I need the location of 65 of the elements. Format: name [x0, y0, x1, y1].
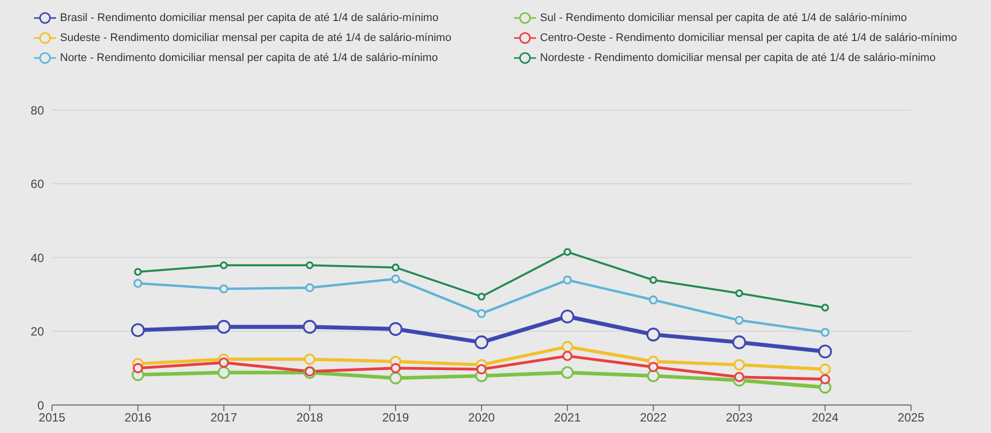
- point: [305, 283, 314, 292]
- x-tick-label: 2019: [382, 410, 410, 425]
- x-tick-label: 2023: [726, 410, 753, 425]
- point: [732, 335, 746, 350]
- point: [561, 366, 574, 379]
- legend-label: Centro-Oeste - Rendimento domiciliar mensal per capita de até 1/4 de salário-mínimo: [540, 32, 957, 44]
- point: [216, 320, 231, 334]
- point: [562, 350, 572, 362]
- point: [818, 344, 832, 358]
- point: [647, 370, 660, 382]
- point: [560, 310, 574, 324]
- point: [134, 268, 142, 276]
- point: [478, 292, 486, 300]
- point: [564, 248, 572, 256]
- point: [218, 357, 229, 368]
- point: [219, 284, 228, 294]
- point: [646, 328, 660, 342]
- point: [302, 320, 317, 334]
- point: [734, 316, 744, 325]
- point: [391, 274, 400, 284]
- point: [648, 295, 658, 304]
- legend-label: Sul - Rendimento domiciliar mensal per capita de até 1/4 de salário-mínimo: [540, 12, 907, 24]
- point: [306, 261, 314, 270]
- point: [390, 363, 401, 374]
- legend-label: Brasil - Rendimento domiciliar mensal per capita de até 1/4 de salário-mínimo: [60, 12, 438, 24]
- y-tick-label: 40: [30, 250, 44, 265]
- y-tick-label: 20: [30, 324, 44, 339]
- point: [734, 359, 745, 371]
- point: [648, 362, 658, 372]
- point: [388, 322, 402, 336]
- x-tick-label: 2021: [554, 410, 582, 425]
- x-tick-label: 2025: [898, 410, 925, 425]
- point: [562, 275, 572, 284]
- point: [389, 372, 402, 384]
- point: [476, 364, 487, 374]
- point: [562, 341, 574, 352]
- x-tick-label: 2022: [640, 410, 667, 425]
- point: [132, 363, 143, 374]
- point: [820, 328, 830, 337]
- x-tick-label: 2015: [38, 410, 66, 425]
- legend-label: Norte - Rendimento domiciliar mensal per capita de até 1/4 de salário-mínimo: [60, 52, 438, 64]
- y-tick-label: 0: [37, 398, 44, 412]
- point: [392, 264, 400, 272]
- point: [821, 304, 829, 312]
- point: [218, 366, 230, 379]
- point: [477, 309, 486, 318]
- x-tick-label: 2017: [210, 410, 238, 425]
- point: [133, 278, 142, 288]
- legend-label: Sudeste - Rendimento domiciliar mensal per capita de até 1/4 de salário-mínimo: [60, 32, 452, 44]
- x-tick-label: 2020: [468, 410, 496, 425]
- x-tick-label: 2024: [812, 410, 839, 425]
- point: [819, 364, 831, 375]
- point: [220, 261, 228, 270]
- point: [734, 372, 744, 382]
- x-tick-label: 2018: [296, 410, 324, 425]
- y-tick-label: 60: [30, 177, 44, 192]
- point: [820, 374, 830, 384]
- point: [304, 354, 316, 365]
- point: [131, 323, 145, 338]
- point: [474, 335, 488, 350]
- point: [735, 289, 744, 298]
- point: [649, 276, 658, 284]
- x-tick-label: 2016: [124, 410, 152, 425]
- y-tick-label: 80: [30, 103, 44, 118]
- legend-label: Nordeste - Rendimento domiciliar mensal per capita de até 1/4 de salário-mínimo: [540, 52, 936, 64]
